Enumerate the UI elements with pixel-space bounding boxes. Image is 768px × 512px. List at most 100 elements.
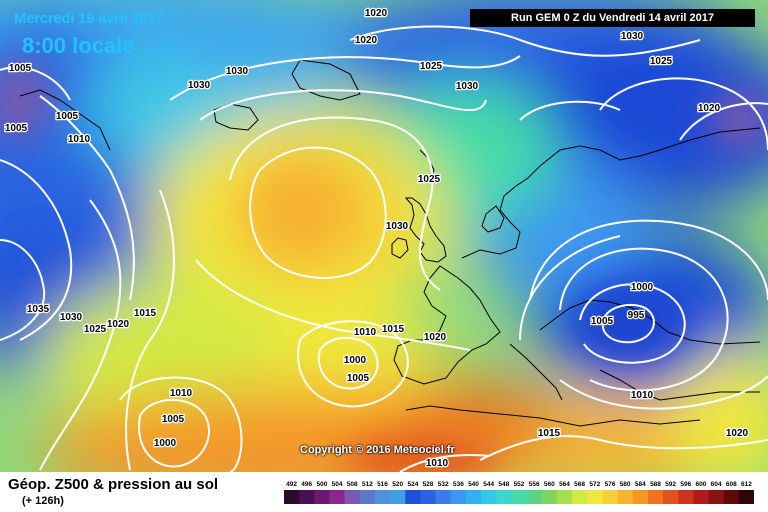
legend-color-swatch (405, 490, 421, 504)
legend-tick-label: 600 (695, 481, 706, 488)
legend-tick-label: 548 (498, 481, 509, 488)
legend-tick-label: 608 (726, 481, 737, 488)
isobar-label: 1030 (60, 312, 83, 323)
legend-tick-label: 512 (362, 481, 373, 488)
isobars (0, 25, 768, 472)
isobar-label: 1030 (386, 221, 409, 232)
color-scale-legend: 492 496 500 504 508 512 516 520 524 528 532 536 540 5… (284, 481, 754, 504)
legend-color-swatch (450, 490, 467, 504)
isobar-label: 1005 (591, 316, 614, 327)
legend-tick-label: 564 (559, 481, 570, 488)
legend-color-swatch (723, 490, 740, 504)
legend-color-swatch (329, 490, 346, 504)
isobar-label: 1025 (650, 56, 673, 67)
legend-color-swatch (435, 490, 452, 504)
legend-color-swatch (738, 490, 754, 504)
legend-color-swatch (693, 490, 709, 504)
legend-tick-label: 536 (453, 481, 464, 488)
legend-color-swatch (556, 490, 573, 504)
isobar-label: 1020 (726, 428, 749, 439)
legend-color-swatch (541, 490, 558, 504)
legend-tick-label: 496 (301, 481, 312, 488)
legend-color-swatch (663, 490, 679, 504)
isobar-label: 1030 (226, 66, 249, 77)
legend-tick-label: 492 (286, 481, 297, 488)
legend-tick-label: 516 (377, 481, 388, 488)
legend-tick-label: 604 (711, 481, 722, 488)
forecast-date: Mercredi 19 avril 2017 (14, 10, 164, 27)
legend-tick-label: 572 (589, 481, 600, 488)
legend-tick-label: 556 (529, 481, 540, 488)
isobar-label: 1005 (5, 123, 28, 134)
isobar-label: 1005 (9, 63, 32, 74)
legend-color-swatch (496, 490, 512, 504)
legend-color-swatch (526, 490, 543, 504)
legend-color-swatch (359, 490, 376, 504)
coastlines (19, 59, 761, 427)
forecast-lead-time: (+ 126h) (22, 495, 64, 507)
legend-tick-label: 596 (680, 481, 691, 488)
legend-color-swatch (587, 490, 603, 504)
legend-tick-label: 560 (544, 481, 555, 488)
legend-tick-label: 576 (605, 481, 616, 488)
isobar-label: 1020 (365, 8, 388, 19)
legend-color-swatch (572, 490, 588, 504)
legend-color-swatch (299, 490, 315, 504)
isobar-label: 1010 (68, 134, 91, 145)
legend-color-swatch (617, 490, 634, 504)
isobar-label: 1010 (426, 458, 449, 469)
legend-color-swatch (602, 490, 618, 504)
isobar-label: 1020 (107, 319, 130, 330)
legend-tick-label: 612 (741, 481, 752, 488)
isobar-label: 995 (628, 310, 645, 321)
isobar-label: 1030 (621, 31, 644, 42)
legend-color-swatch (344, 490, 361, 504)
isobar-label: 1000 (154, 438, 177, 449)
isobar-label: 1030 (188, 80, 211, 91)
isobar-label: 1005 (56, 111, 79, 122)
model-run-label: Run GEM 0 Z du Vendredi 14 avril 2017 (470, 9, 755, 27)
isobar-label: 1005 (347, 373, 370, 384)
isobar-label: 1025 (84, 324, 107, 335)
legend-tick-label: 580 (620, 481, 631, 488)
legend-tick-label: 508 (347, 481, 358, 488)
forecast-time: 8:00 locale (22, 33, 135, 58)
legend-tick-label: 584 (635, 481, 646, 488)
isobar-label: 1000 (344, 355, 367, 366)
legend-tick-label: 544 (483, 481, 494, 488)
legend-tick-label: 532 (438, 481, 449, 488)
isobar-label: 1000 (631, 282, 654, 293)
isobar-label: 1025 (418, 174, 441, 185)
legend-tick-label: 592 (665, 481, 676, 488)
isobar-label: 1020 (355, 35, 378, 46)
legend-tick-label: 500 (316, 481, 327, 488)
legend-color-swatch (465, 490, 482, 504)
isobar-label: 1015 (134, 308, 157, 319)
isobar-label: 1010 (170, 388, 193, 399)
legend-color-swatch (678, 490, 694, 504)
legend-color-swatch (632, 490, 649, 504)
legend-color-swatch (647, 490, 664, 504)
legend-tick-label: 524 (407, 481, 418, 488)
legend-color-swatch (420, 490, 437, 504)
legend-color-swatch (284, 490, 300, 504)
legend-tick-label: 540 (468, 481, 479, 488)
legend-tick-label: 528 (423, 481, 434, 488)
isobar-label: 1020 (424, 332, 447, 343)
legend-color-swatch (708, 490, 725, 504)
legend-tick-label: 520 (392, 481, 403, 488)
isobar-label: 1035 (27, 304, 50, 315)
geopotential-field (0, 0, 768, 472)
legend-color-swatch (481, 490, 497, 504)
map-title: Géop. Z500 & pression au sol (8, 476, 219, 493)
isobar-label: 1015 (382, 324, 405, 335)
legend-tick-label: 588 (650, 481, 661, 488)
legend-color-swatch (314, 490, 330, 504)
isobar-label: 1010 (631, 390, 654, 401)
legend-tick-label: 568 (574, 481, 585, 488)
legend-color-swatch (375, 490, 391, 504)
isobar-label: 1010 (354, 327, 377, 338)
legend-color-swatch (390, 490, 406, 504)
